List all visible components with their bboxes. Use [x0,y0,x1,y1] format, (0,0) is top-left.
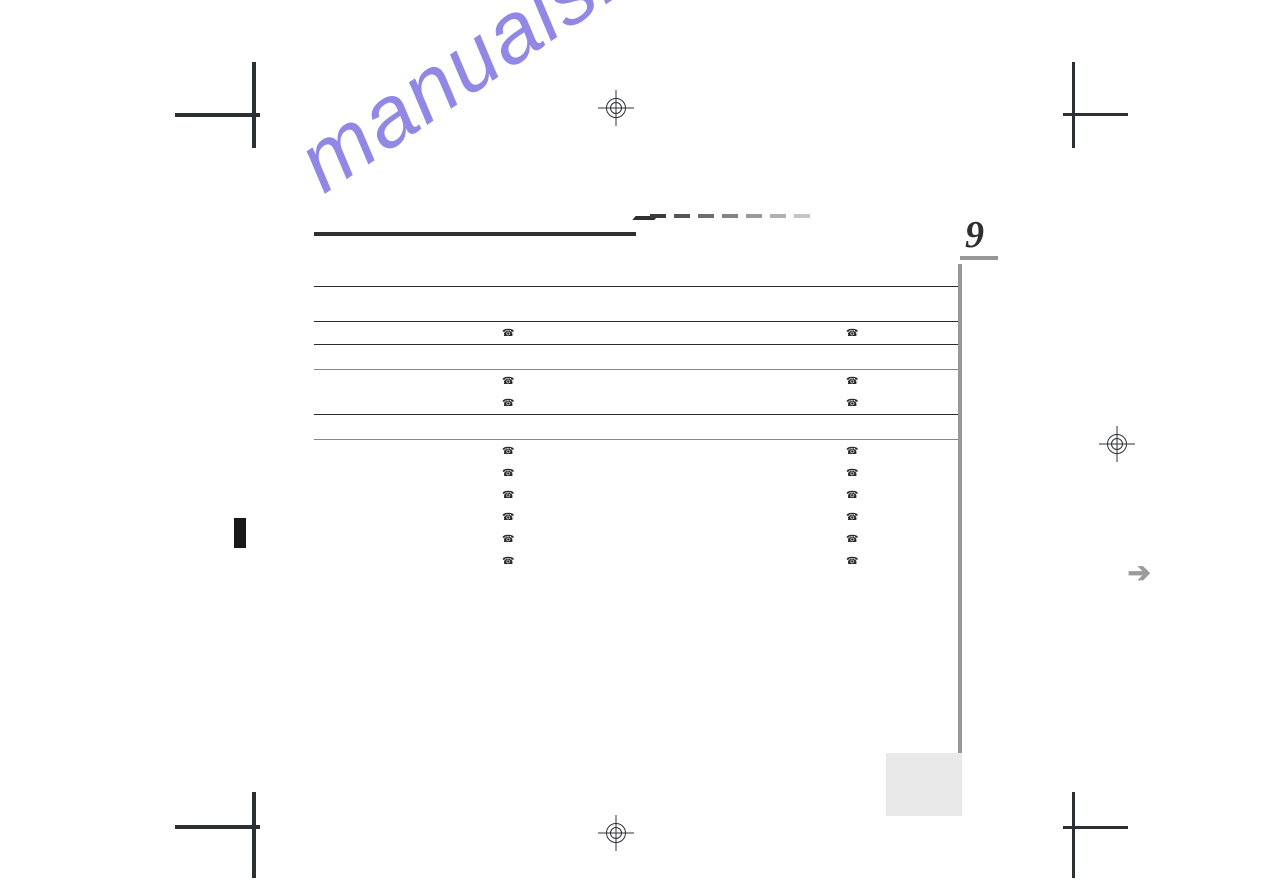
dealer-row: ☎☎ [314,440,958,462]
dealer-directory-table: ☎☎☎☎☎☎☎☎☎☎☎☎☎☎☎☎☎☎ [314,286,958,572]
phone-icon: ☎ [502,328,514,339]
phone-icon: ☎ [502,398,514,409]
continue-arrow-icon: ➔ [1128,556,1151,589]
dealer-row: ☎☎ [314,370,958,392]
phone-icon: ☎ [502,556,514,567]
section-header-gap [314,287,958,321]
phone-icon: ☎ [502,468,514,479]
phone-icon: ☎ [502,512,514,523]
dealer-row: ☎☎ [314,484,958,506]
section-header-gap [314,345,958,369]
header-dash [722,214,738,218]
phone-icon: ☎ [846,512,858,523]
registration-target [1099,426,1135,462]
phone-icon: ☎ [846,446,858,457]
chapter-number: 9 [965,213,984,257]
header-dash [698,214,714,218]
crop-mark [252,62,256,148]
header-dash [674,214,690,218]
phone-icon: ☎ [846,398,858,409]
dealer-row: ☎☎ [314,392,958,414]
section-header-gap [314,415,958,439]
edge-marker [234,518,246,548]
phone-icon: ☎ [502,446,514,457]
phone-icon: ☎ [502,490,514,501]
phone-icon: ☎ [502,376,514,387]
phone-icon: ☎ [502,534,514,545]
dealer-row: ☎☎ [314,322,958,344]
registration-target [598,815,634,851]
header-fade-dashes [650,214,810,218]
crop-mark [252,792,256,878]
crop-mark [175,113,260,117]
phone-icon: ☎ [846,556,858,567]
header-dash [770,214,786,218]
page-number-box [886,753,962,816]
phone-icon: ☎ [846,490,858,501]
manual-page: 9 ☎☎☎☎☎☎☎☎☎☎☎☎☎☎☎☎☎☎ ➔ manualshive.com [0,0,1263,893]
registration-target [598,90,634,126]
page-side-rule [958,264,962,759]
phone-icon: ☎ [846,376,858,387]
crop-mark [1072,792,1075,878]
dealer-row: ☎☎ [314,550,958,572]
phone-icon: ☎ [846,468,858,479]
dealer-row: ☎☎ [314,462,958,484]
header-dash [794,214,810,218]
crop-mark [1072,62,1075,148]
header-dash [746,214,762,218]
phone-icon: ☎ [846,534,858,545]
chapter-underline [960,256,998,260]
header-dash [650,214,666,218]
header-rule [314,232,636,236]
dealer-row: ☎☎ [314,528,958,550]
phone-icon: ☎ [846,328,858,339]
crop-mark [175,825,260,829]
dealer-row: ☎☎ [314,506,958,528]
